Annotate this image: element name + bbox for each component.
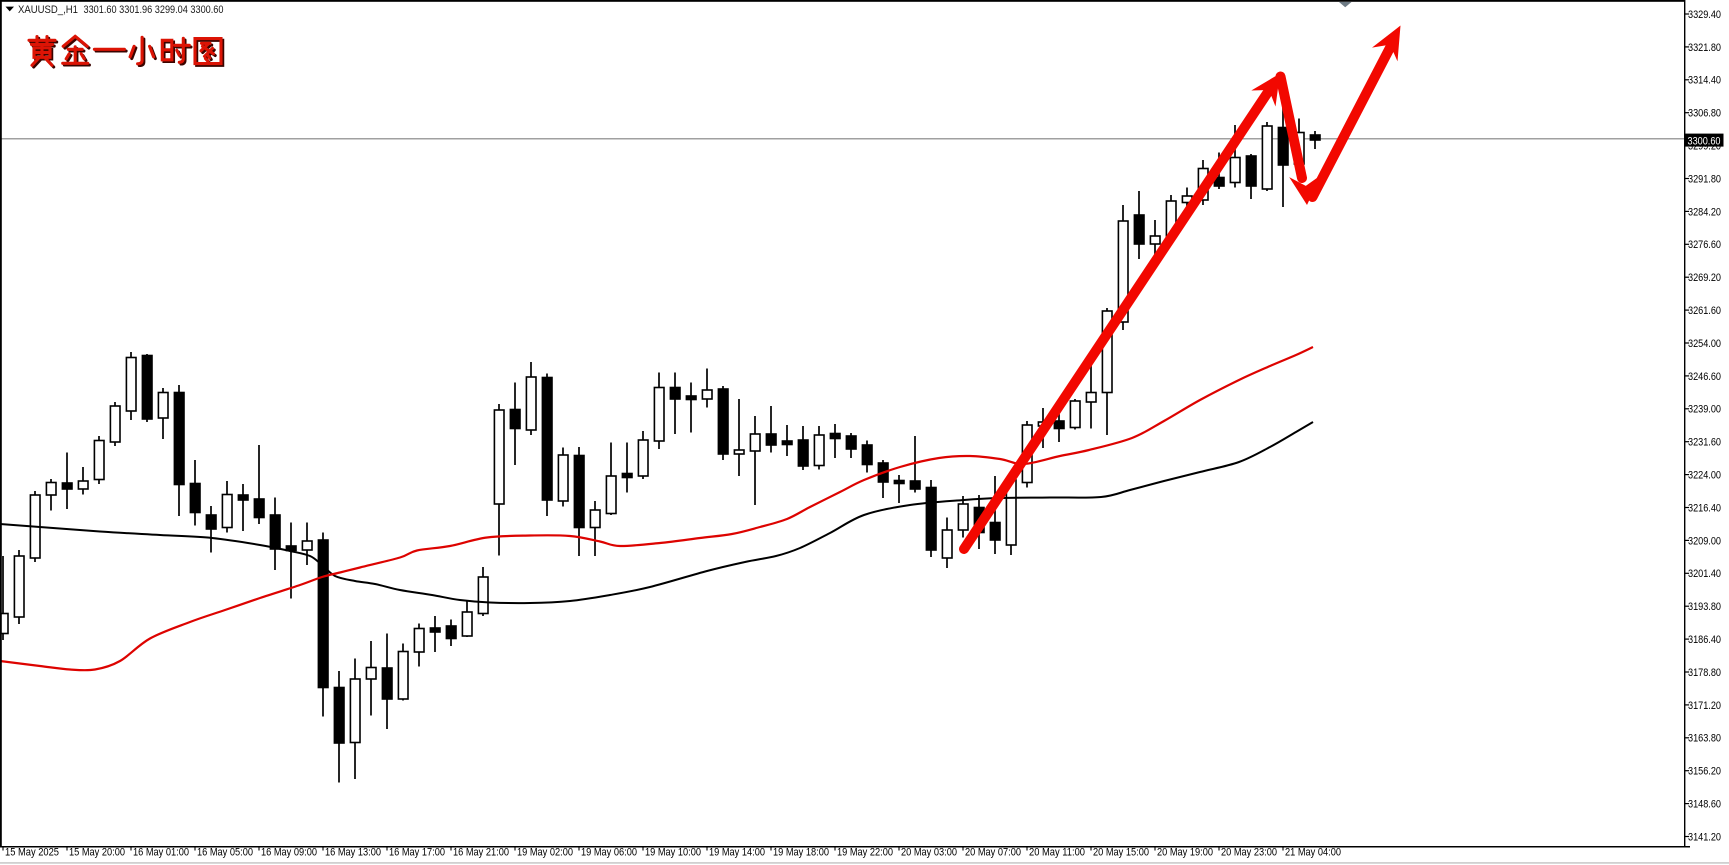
svg-text:3231.60: 3231.60 (1688, 437, 1721, 449)
svg-text:20 May 07:00: 20 May 07:00 (965, 847, 1021, 859)
svg-text:20 May 15:00: 20 May 15:00 (1093, 847, 1149, 859)
svg-text:20 May 19:00: 20 May 19:00 (1157, 847, 1213, 859)
svg-text:3216.40: 3216.40 (1688, 502, 1721, 514)
svg-text:3239.00: 3239.00 (1688, 404, 1721, 416)
svg-text:3186.40: 3186.40 (1688, 634, 1721, 646)
svg-text:3193.80: 3193.80 (1688, 601, 1721, 613)
svg-text:3171.20: 3171.20 (1688, 700, 1721, 712)
svg-text:3306.80: 3306.80 (1688, 108, 1721, 120)
svg-text:3269.20: 3269.20 (1688, 272, 1721, 284)
svg-text:3329.40: 3329.40 (1688, 9, 1721, 21)
svg-text:3201.40: 3201.40 (1688, 568, 1721, 580)
svg-text:19 May 10:00: 19 May 10:00 (645, 847, 701, 859)
svg-text:16 May 17:00: 16 May 17:00 (389, 847, 445, 859)
svg-text:3284.20: 3284.20 (1688, 206, 1721, 218)
svg-text:16 May 13:00: 16 May 13:00 (325, 847, 381, 859)
svg-text:16 May 21:00: 16 May 21:00 (453, 847, 509, 859)
svg-text:3209.00: 3209.00 (1688, 535, 1721, 547)
svg-text:16 May 05:00: 16 May 05:00 (197, 847, 253, 859)
svg-text:3254.00: 3254.00 (1688, 338, 1721, 350)
svg-text:3276.60: 3276.60 (1688, 239, 1721, 251)
svg-text:19 May 14:00: 19 May 14:00 (709, 847, 765, 859)
svg-text:19 May 02:00: 19 May 02:00 (517, 847, 573, 859)
svg-text:3300.60: 3300.60 (1688, 135, 1721, 147)
svg-text:3314.40: 3314.40 (1688, 75, 1721, 87)
svg-text:20 May 11:00: 20 May 11:00 (1029, 847, 1085, 859)
svg-text:19 May 18:00: 19 May 18:00 (773, 847, 829, 859)
svg-text:16 May 01:00: 16 May 01:00 (133, 847, 189, 859)
svg-text:3301.60 3301.96 3299.04 3300.6: 3301.60 3301.96 3299.04 3300.60 (84, 4, 224, 16)
svg-text:20 May 03:00: 20 May 03:00 (901, 847, 957, 859)
svg-text:3224.00: 3224.00 (1688, 470, 1721, 482)
svg-text:15 May 20:00: 15 May 20:00 (69, 847, 125, 859)
svg-text:3148.60: 3148.60 (1688, 799, 1721, 811)
svg-text:3141.20: 3141.20 (1688, 831, 1721, 843)
svg-text:20 May 23:00: 20 May 23:00 (1221, 847, 1277, 859)
svg-text:3163.80: 3163.80 (1688, 733, 1721, 745)
svg-text:XAUUSD_,H1: XAUUSD_,H1 (18, 4, 78, 16)
svg-text:3178.80: 3178.80 (1688, 667, 1721, 679)
svg-text:16 May 09:00: 16 May 09:00 (261, 847, 317, 859)
svg-text:3246.60: 3246.60 (1688, 371, 1721, 383)
svg-text:21 May 04:00: 21 May 04:00 (1285, 847, 1341, 859)
svg-text:3156.20: 3156.20 (1688, 766, 1721, 778)
svg-text:19 May 06:00: 19 May 06:00 (581, 847, 637, 859)
svg-text:3261.60: 3261.60 (1688, 305, 1721, 317)
svg-text:19 May 22:00: 19 May 22:00 (837, 847, 893, 859)
svg-text:3321.80: 3321.80 (1688, 42, 1721, 54)
svg-text:3291.80: 3291.80 (1688, 173, 1721, 185)
svg-text:15 May 2025: 15 May 2025 (5, 847, 59, 859)
